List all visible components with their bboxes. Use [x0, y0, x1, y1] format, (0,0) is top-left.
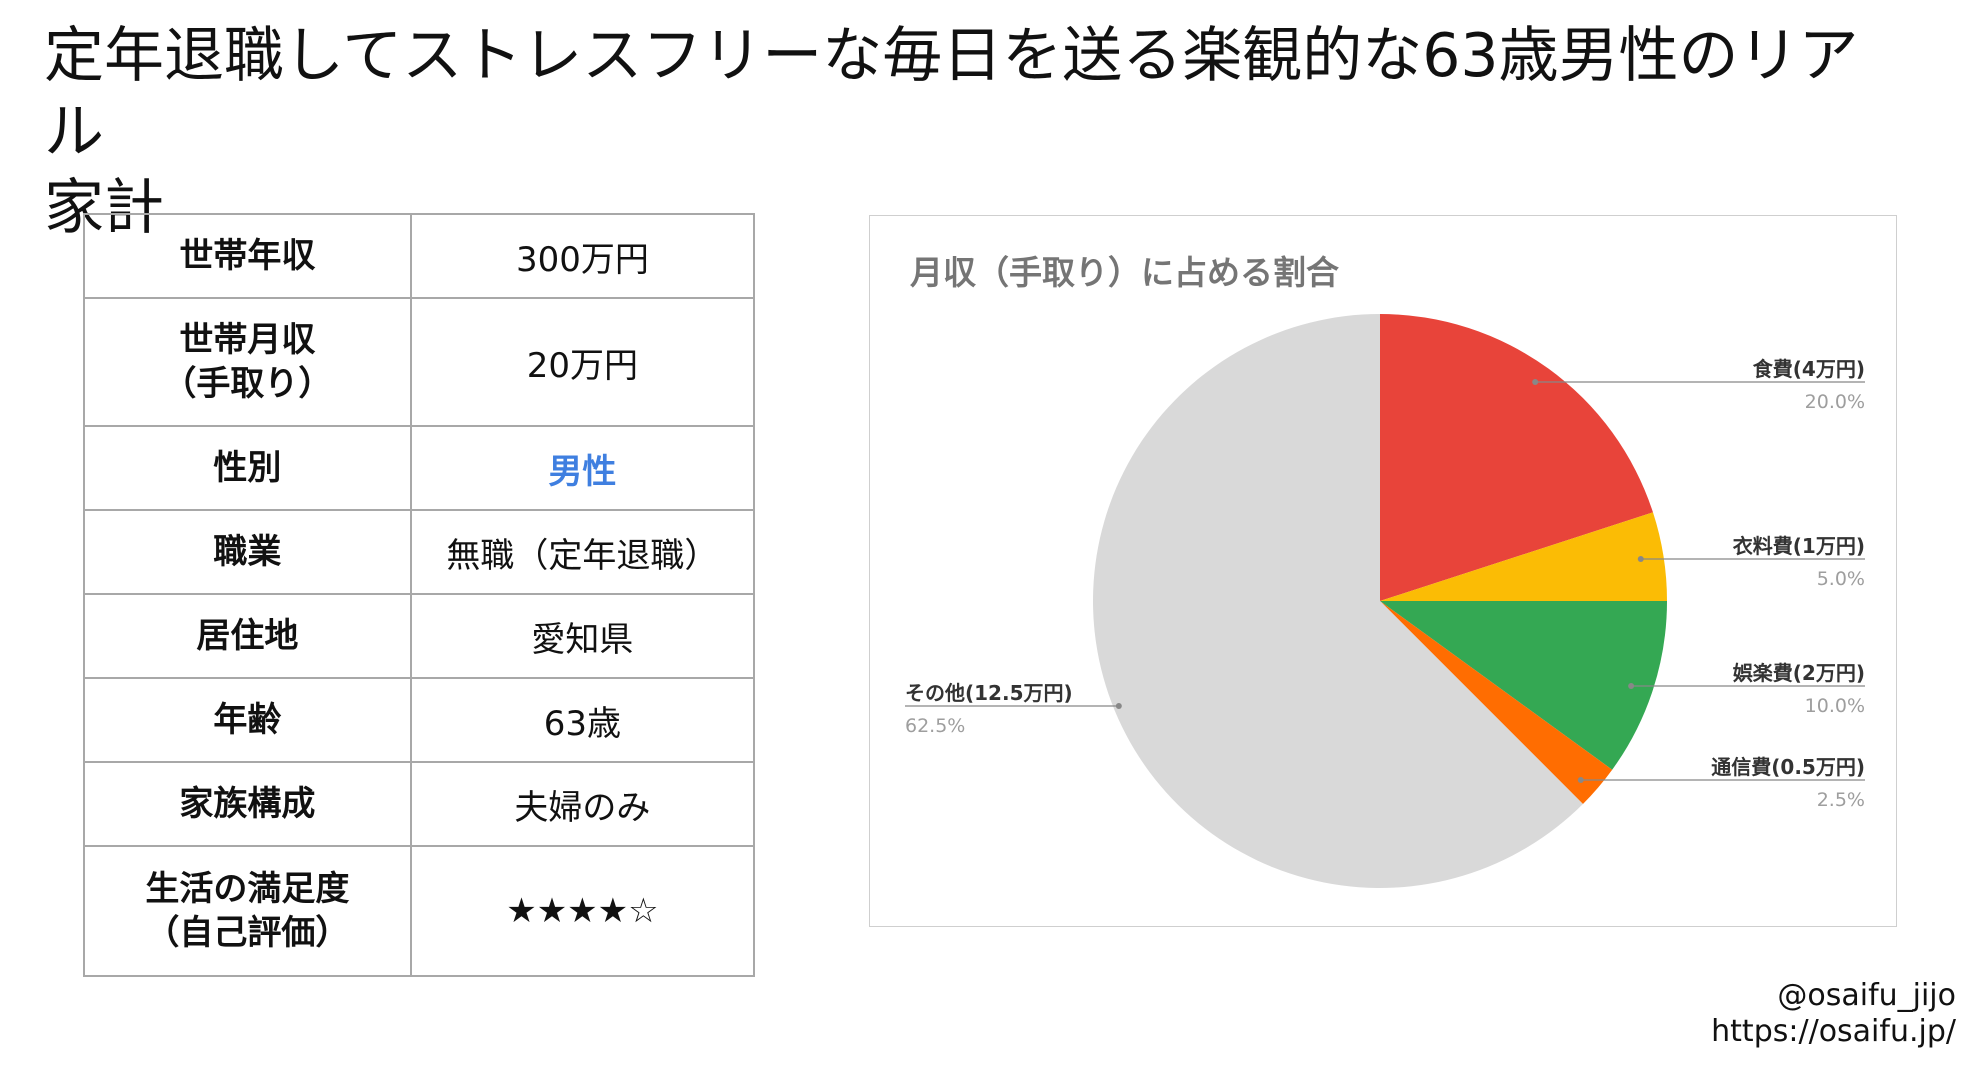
leader-dot [1577, 777, 1584, 783]
row-value: 無職（定年退職） [409, 509, 756, 595]
row-label: 職業 [83, 509, 412, 595]
row-label: 家族構成 [83, 761, 412, 847]
pie-chart: 月収（手取り）に占める割合 食費(4万円) 20.0% 衣料費(1万円) 5.0% 娯楽… [869, 215, 1897, 927]
leader-dot [1637, 556, 1644, 562]
credit-url[interactable]: https://osaifu.jp/ [1711, 1014, 1956, 1049]
slice-clothing [1380, 512, 1667, 601]
leader-dot [1532, 379, 1539, 385]
slice-label: 食費(4万円) [1753, 357, 1865, 381]
slice-percent: 5.0% [1817, 568, 1865, 590]
table-row: 家族構成 夫婦のみ [83, 761, 756, 847]
row-label: 性別 [83, 425, 412, 511]
slice-label: 衣料費(1万円) [1733, 534, 1865, 558]
table-row: 年齢 63歳 [83, 677, 756, 763]
chart-title: 月収（手取り）に占める割合 [910, 253, 1339, 292]
row-value: 20万円 [409, 297, 756, 427]
slice-percent: 20.0% [1805, 391, 1865, 413]
slice-percent: 10.0% [1805, 695, 1865, 717]
row-value: 愛知県 [409, 593, 756, 679]
leader-dot [1628, 683, 1635, 689]
slice-percent: 2.5% [1817, 789, 1865, 811]
slice-other [1093, 314, 1583, 888]
row-value: 男性 [409, 425, 756, 511]
slice-label: その他(12.5万円) [905, 681, 1073, 705]
profile-table: 世帯年収 300万円 世帯月収 （手取り） 20万円 性別 男性 職業 無職（定年退職） 居住地… [83, 213, 756, 977]
credit-handle: @osaifu_jijo [1777, 978, 1956, 1013]
slice-entertainment [1380, 601, 1667, 770]
table-row: 居住地 愛知県 [83, 593, 756, 679]
row-label: 年齢 [83, 677, 412, 763]
pie-chart-canvas: 月収（手取り）に占める割合 食費(4万円) 20.0% 衣料費(1万円) 5.0% 娯楽… [905, 253, 1865, 888]
table-row: 職業 無職（定年退職） [83, 509, 756, 595]
row-label: 世帯月収 （手取り） [83, 297, 412, 427]
table-row: 生活の満足度 （自己評価） ★★★★☆ [83, 845, 756, 977]
row-label: 世帯年収 [83, 213, 412, 299]
row-value: 63歳 [409, 677, 756, 763]
slice-food [1380, 314, 1653, 601]
table-row: 世帯年収 300万円 [83, 213, 756, 299]
slice-percent: 62.5% [905, 715, 965, 737]
credit: @osaifu_jijo https://osaifu.jp/ [1711, 978, 1956, 1050]
leader-dot [1115, 703, 1122, 709]
row-value: 夫婦のみ [409, 761, 756, 847]
row-label: 居住地 [83, 593, 412, 679]
slice-label: 娯楽費(2万円) [1733, 661, 1865, 685]
slice-label: 通信費(0.5万円) [1711, 755, 1865, 779]
row-value: 300万円 [409, 213, 756, 299]
table-row: 性別 男性 [83, 425, 756, 511]
table-row: 世帯月収 （手取り） 20万円 [83, 297, 756, 427]
row-label: 生活の満足度 （自己評価） [83, 845, 412, 977]
page-title: 定年退職してストレスフリーな毎日を送る楽観的な63歳男性のリアル 家計 [44, 21, 1859, 243]
row-value: ★★★★☆ [409, 845, 756, 977]
slice-telecom [1380, 601, 1613, 804]
